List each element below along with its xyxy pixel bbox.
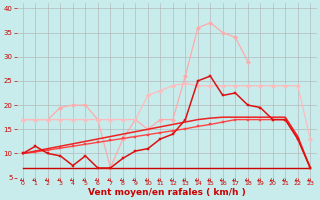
X-axis label: Vent moyen/en rafales ( km/h ): Vent moyen/en rafales ( km/h ) <box>88 188 245 197</box>
